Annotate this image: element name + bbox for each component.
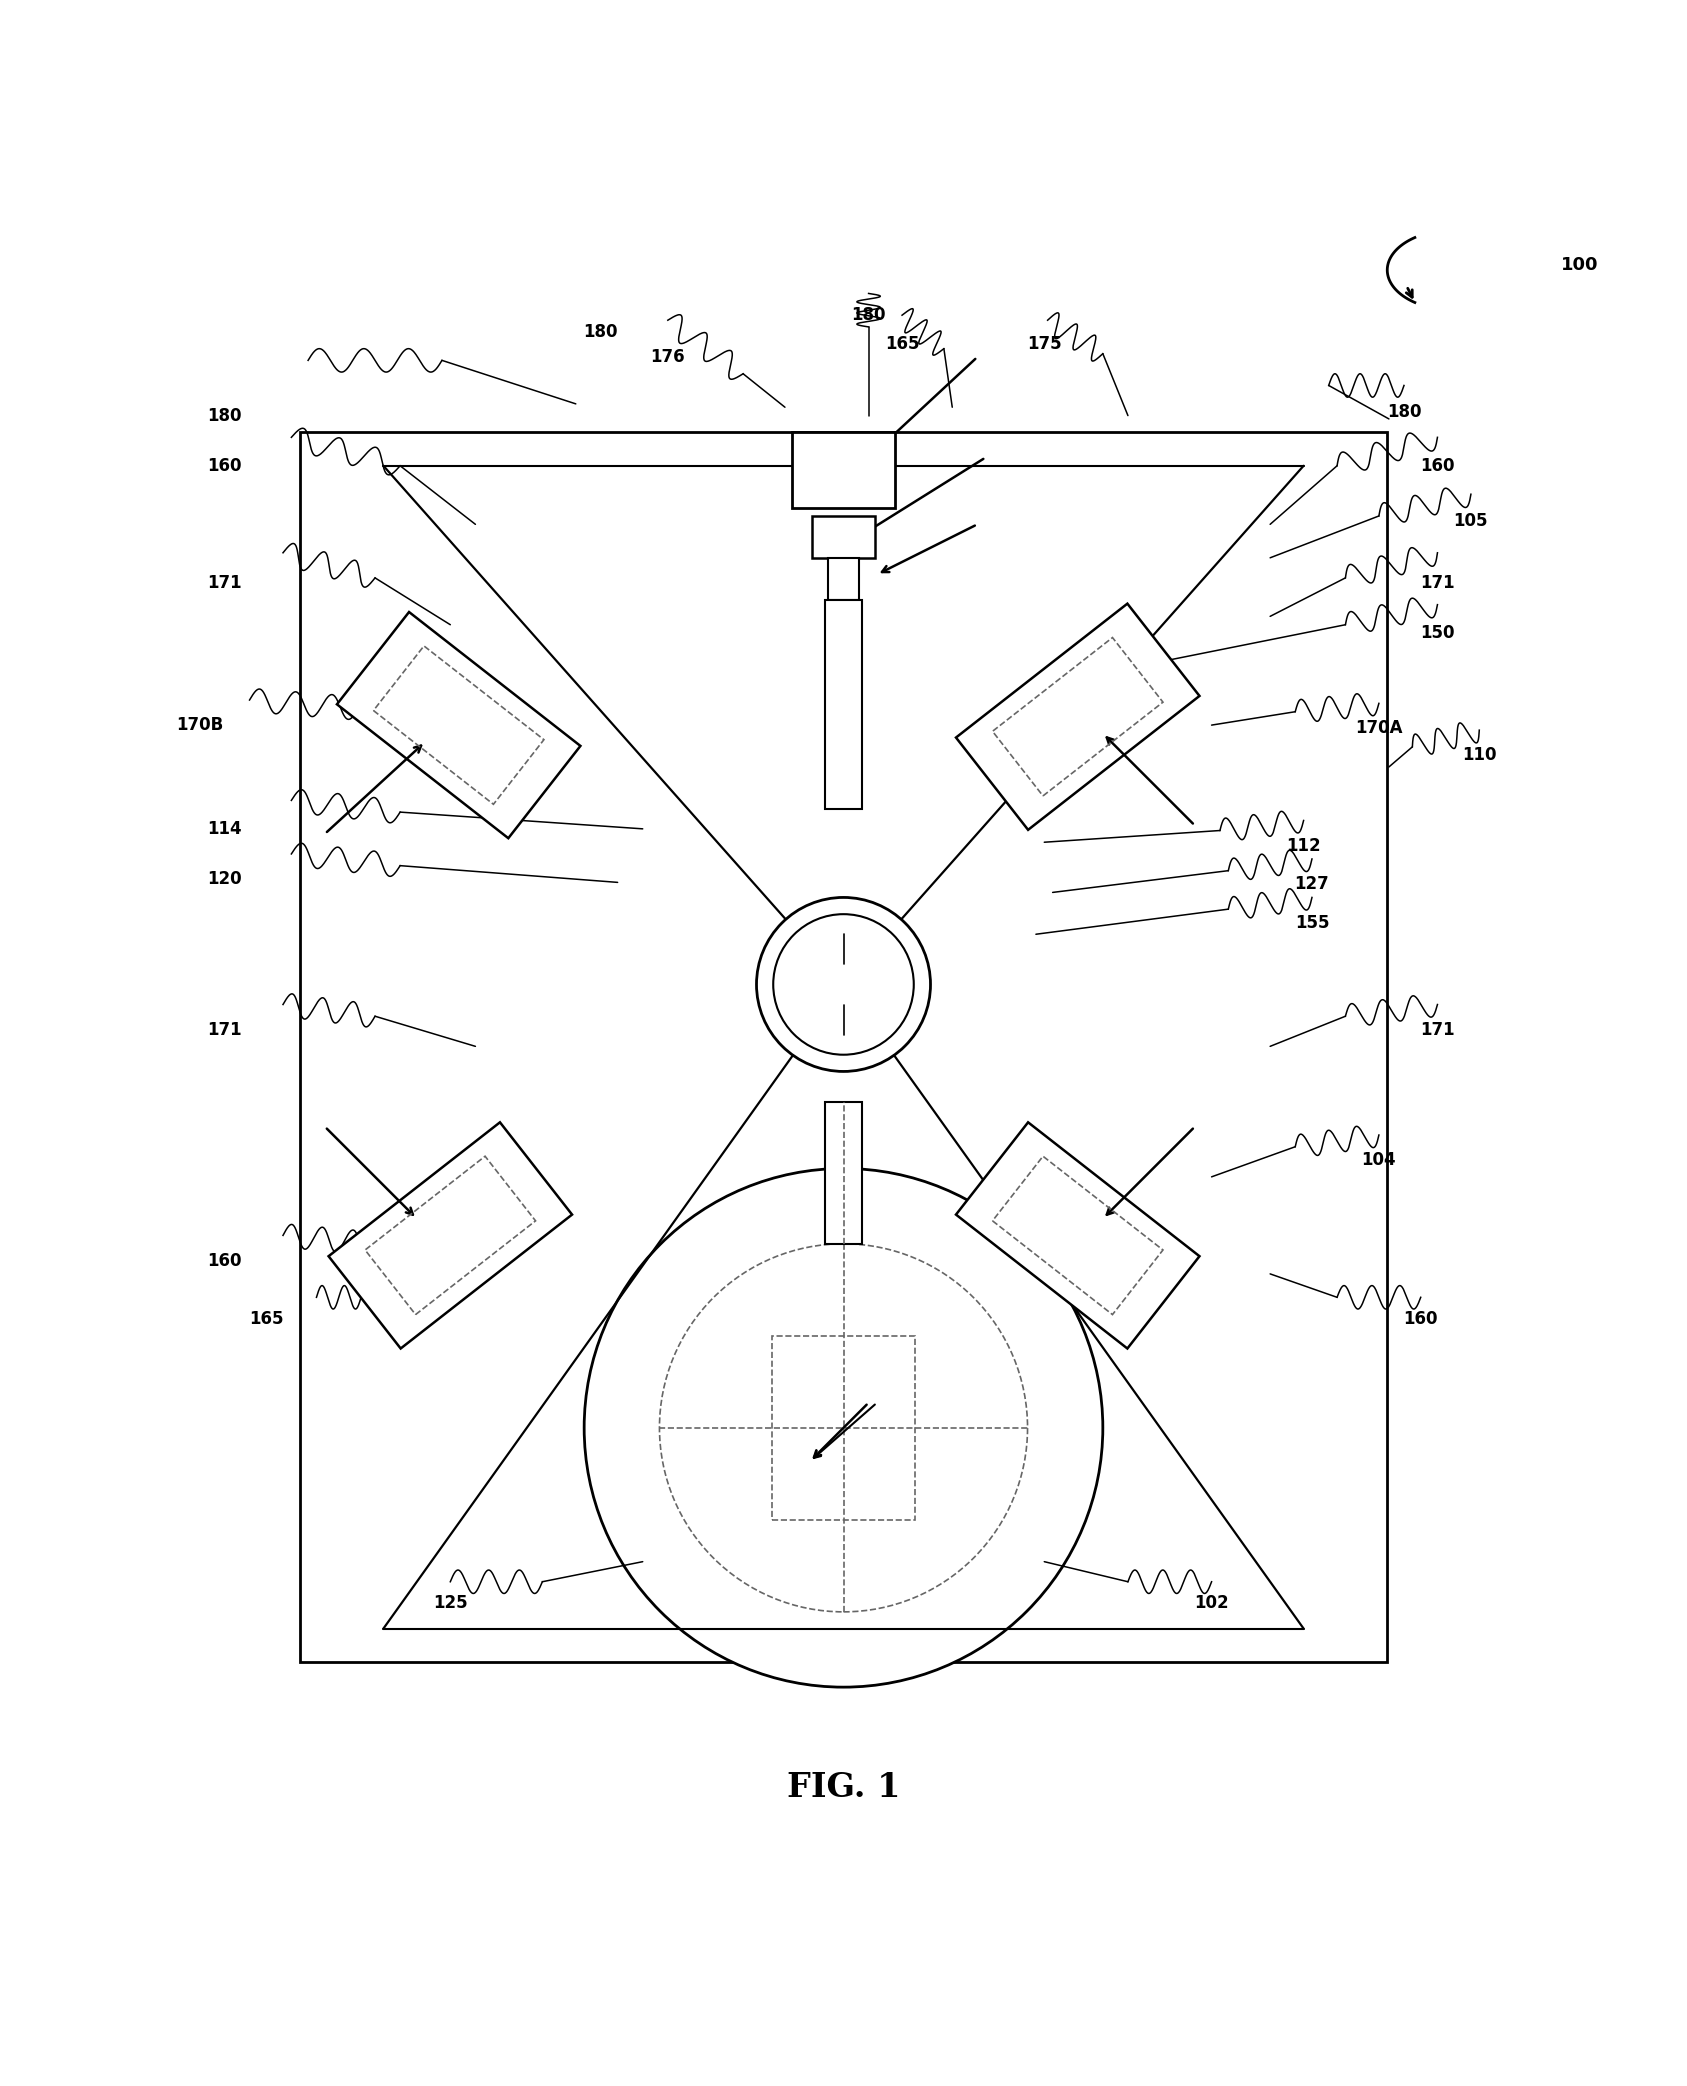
Polygon shape <box>329 1122 572 1348</box>
Polygon shape <box>957 1122 1199 1348</box>
Text: 165: 165 <box>250 1310 283 1329</box>
Bar <box>811 515 876 557</box>
Bar <box>825 1101 862 1243</box>
Text: 175: 175 <box>1027 334 1061 353</box>
Text: 171: 171 <box>208 574 241 592</box>
Bar <box>828 557 859 599</box>
Text: 170B: 170B <box>175 715 223 734</box>
Bar <box>825 599 862 809</box>
Text: 180: 180 <box>852 307 886 323</box>
Text: FIG. 1: FIG. 1 <box>786 1771 901 1804</box>
Bar <box>773 1335 914 1521</box>
Text: 150: 150 <box>1420 624 1454 642</box>
Text: 114: 114 <box>208 820 241 839</box>
Text: 105: 105 <box>1454 511 1488 530</box>
Text: 125: 125 <box>434 1594 467 1612</box>
Text: 171: 171 <box>1420 574 1454 592</box>
Text: 155: 155 <box>1294 914 1329 932</box>
Polygon shape <box>337 611 580 839</box>
Text: 180: 180 <box>584 323 617 340</box>
Text: 180: 180 <box>208 407 241 426</box>
Text: 112: 112 <box>1285 836 1321 855</box>
Circle shape <box>756 897 931 1072</box>
Text: 160: 160 <box>1420 457 1454 476</box>
Text: 127: 127 <box>1294 874 1329 893</box>
Text: 120: 120 <box>208 870 241 889</box>
Text: 160: 160 <box>208 1252 241 1270</box>
Bar <box>791 432 896 507</box>
Bar <box>300 432 1387 1663</box>
Circle shape <box>584 1168 1103 1688</box>
Text: 171: 171 <box>1420 1020 1454 1039</box>
Text: 170A: 170A <box>1355 720 1402 738</box>
Text: 165: 165 <box>884 334 919 353</box>
Text: 160: 160 <box>1404 1310 1437 1329</box>
Text: 100: 100 <box>1560 257 1598 273</box>
Text: 171: 171 <box>208 1020 241 1039</box>
Polygon shape <box>957 603 1199 830</box>
Text: 110: 110 <box>1463 747 1496 763</box>
Text: 102: 102 <box>1194 1594 1228 1612</box>
Text: 180: 180 <box>1387 403 1420 421</box>
Text: 176: 176 <box>651 348 685 365</box>
Text: 160: 160 <box>208 457 241 476</box>
Text: 104: 104 <box>1361 1151 1397 1168</box>
